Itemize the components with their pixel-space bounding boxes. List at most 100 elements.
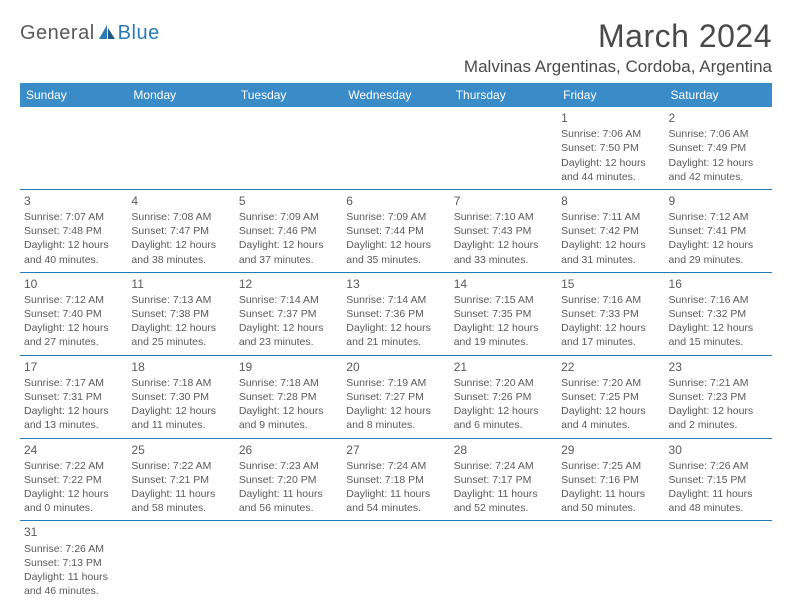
calendar-cell-empty	[20, 107, 127, 189]
calendar-cell-empty	[450, 107, 557, 189]
day-number: 22	[561, 359, 660, 375]
day-info-line: Sunset: 7:50 PM	[561, 141, 660, 155]
day-info-line: Daylight: 12 hours	[669, 321, 768, 335]
day-info-line: Sunset: 7:17 PM	[454, 473, 553, 487]
calendar-cell: 16Sunrise: 7:16 AMSunset: 7:32 PMDayligh…	[665, 272, 772, 355]
day-info-line: Sunrise: 7:25 AM	[561, 459, 660, 473]
day-info-line: and 58 minutes.	[131, 501, 230, 515]
calendar-cell: 2Sunrise: 7:06 AMSunset: 7:49 PMDaylight…	[665, 107, 772, 189]
day-info-line: Daylight: 11 hours	[454, 487, 553, 501]
day-number: 20	[346, 359, 445, 375]
day-info-line: Sunrise: 7:22 AM	[24, 459, 123, 473]
day-info-line: and 11 minutes.	[131, 418, 230, 432]
day-info-line: Daylight: 12 hours	[24, 238, 123, 252]
day-info-line: Daylight: 12 hours	[24, 487, 123, 501]
day-info-line: Sunset: 7:15 PM	[669, 473, 768, 487]
day-number: 19	[239, 359, 338, 375]
day-info-line: Sunset: 7:47 PM	[131, 224, 230, 238]
calendar-cell: 30Sunrise: 7:26 AMSunset: 7:15 PMDayligh…	[665, 438, 772, 521]
calendar-week-row: 1Sunrise: 7:06 AMSunset: 7:50 PMDaylight…	[20, 107, 772, 189]
day-info-line: Daylight: 11 hours	[239, 487, 338, 501]
day-info-line: Sunrise: 7:21 AM	[669, 376, 768, 390]
day-info-line: Daylight: 12 hours	[24, 321, 123, 335]
day-info-line: Daylight: 12 hours	[131, 321, 230, 335]
day-info-line: Sunset: 7:25 PM	[561, 390, 660, 404]
day-info-line: Daylight: 12 hours	[454, 321, 553, 335]
calendar-cell: 11Sunrise: 7:13 AMSunset: 7:38 PMDayligh…	[127, 272, 234, 355]
calendar-cell-empty	[235, 107, 342, 189]
day-info-line: and 25 minutes.	[131, 335, 230, 349]
day-info-line: and 17 minutes.	[561, 335, 660, 349]
day-info-line: and 15 minutes.	[669, 335, 768, 349]
day-info-line: and 40 minutes.	[24, 253, 123, 267]
calendar-cell: 10Sunrise: 7:12 AMSunset: 7:40 PMDayligh…	[20, 272, 127, 355]
day-number: 4	[131, 193, 230, 209]
day-info-line: Sunrise: 7:18 AM	[239, 376, 338, 390]
day-info-line: Sunrise: 7:12 AM	[669, 210, 768, 224]
calendar-cell: 15Sunrise: 7:16 AMSunset: 7:33 PMDayligh…	[557, 272, 664, 355]
day-info-line: and 29 minutes.	[669, 253, 768, 267]
day-info-line: Daylight: 12 hours	[561, 238, 660, 252]
day-number: 3	[24, 193, 123, 209]
day-info-line: Sunrise: 7:19 AM	[346, 376, 445, 390]
day-info-line: Sunrise: 7:10 AM	[454, 210, 553, 224]
day-info-line: Daylight: 12 hours	[561, 321, 660, 335]
calendar-week-row: 10Sunrise: 7:12 AMSunset: 7:40 PMDayligh…	[20, 272, 772, 355]
day-number: 30	[669, 442, 768, 458]
sail-icon	[97, 23, 117, 47]
day-info-line: and 23 minutes.	[239, 335, 338, 349]
day-info-line: Sunrise: 7:24 AM	[454, 459, 553, 473]
day-number: 27	[346, 442, 445, 458]
day-info-line: Sunrise: 7:09 AM	[239, 210, 338, 224]
day-info-line: and 19 minutes.	[454, 335, 553, 349]
day-info-line: Daylight: 12 hours	[669, 238, 768, 252]
weekday-header: Friday	[557, 83, 664, 107]
day-number: 15	[561, 276, 660, 292]
day-number: 14	[454, 276, 553, 292]
weekday-header: Wednesday	[342, 83, 449, 107]
logo-text-blue: Blue	[118, 22, 160, 44]
day-info-line: Daylight: 12 hours	[346, 404, 445, 418]
calendar-cell: 1Sunrise: 7:06 AMSunset: 7:50 PMDaylight…	[557, 107, 664, 189]
day-info-line: Daylight: 11 hours	[24, 570, 123, 584]
calendar-cell: 19Sunrise: 7:18 AMSunset: 7:28 PMDayligh…	[235, 355, 342, 438]
day-number: 16	[669, 276, 768, 292]
calendar-week-row: 3Sunrise: 7:07 AMSunset: 7:48 PMDaylight…	[20, 189, 772, 272]
day-info-line: Sunrise: 7:11 AM	[561, 210, 660, 224]
day-info-line: and 35 minutes.	[346, 253, 445, 267]
day-info-line: Sunset: 7:40 PM	[24, 307, 123, 321]
day-info-line: Sunrise: 7:17 AM	[24, 376, 123, 390]
calendar-cell: 20Sunrise: 7:19 AMSunset: 7:27 PMDayligh…	[342, 355, 449, 438]
day-info-line: and 48 minutes.	[669, 501, 768, 515]
day-info-line: Sunrise: 7:23 AM	[239, 459, 338, 473]
day-info-line: and 2 minutes.	[669, 418, 768, 432]
day-info-line: Sunset: 7:38 PM	[131, 307, 230, 321]
calendar-cell: 3Sunrise: 7:07 AMSunset: 7:48 PMDaylight…	[20, 189, 127, 272]
day-info-line: Sunrise: 7:24 AM	[346, 459, 445, 473]
calendar-cell: 24Sunrise: 7:22 AMSunset: 7:22 PMDayligh…	[20, 438, 127, 521]
calendar-cell-empty	[342, 521, 449, 603]
day-info-line: and 38 minutes.	[131, 253, 230, 267]
page-header: GeneralBlue March 2024 Malvinas Argentin…	[20, 18, 772, 77]
day-info-line: Sunrise: 7:09 AM	[346, 210, 445, 224]
day-number: 25	[131, 442, 230, 458]
day-info-line: Sunset: 7:36 PM	[346, 307, 445, 321]
day-info-line: Sunset: 7:44 PM	[346, 224, 445, 238]
day-info-line: Sunrise: 7:16 AM	[669, 293, 768, 307]
day-info-line: Sunset: 7:20 PM	[239, 473, 338, 487]
calendar-cell-empty	[450, 521, 557, 603]
day-info-line: Sunset: 7:27 PM	[346, 390, 445, 404]
day-info-line: Sunset: 7:35 PM	[454, 307, 553, 321]
day-info-line: Daylight: 12 hours	[346, 238, 445, 252]
day-info-line: and 50 minutes.	[561, 501, 660, 515]
day-info-line: Daylight: 12 hours	[239, 321, 338, 335]
calendar-cell: 7Sunrise: 7:10 AMSunset: 7:43 PMDaylight…	[450, 189, 557, 272]
day-info-line: and 44 minutes.	[561, 170, 660, 184]
calendar-cell: 21Sunrise: 7:20 AMSunset: 7:26 PMDayligh…	[450, 355, 557, 438]
calendar-cell-empty	[235, 521, 342, 603]
location-text: Malvinas Argentinas, Cordoba, Argentina	[464, 57, 772, 77]
day-info-line: and 52 minutes.	[454, 501, 553, 515]
day-info-line: Sunset: 7:37 PM	[239, 307, 338, 321]
day-number: 24	[24, 442, 123, 458]
day-number: 18	[131, 359, 230, 375]
